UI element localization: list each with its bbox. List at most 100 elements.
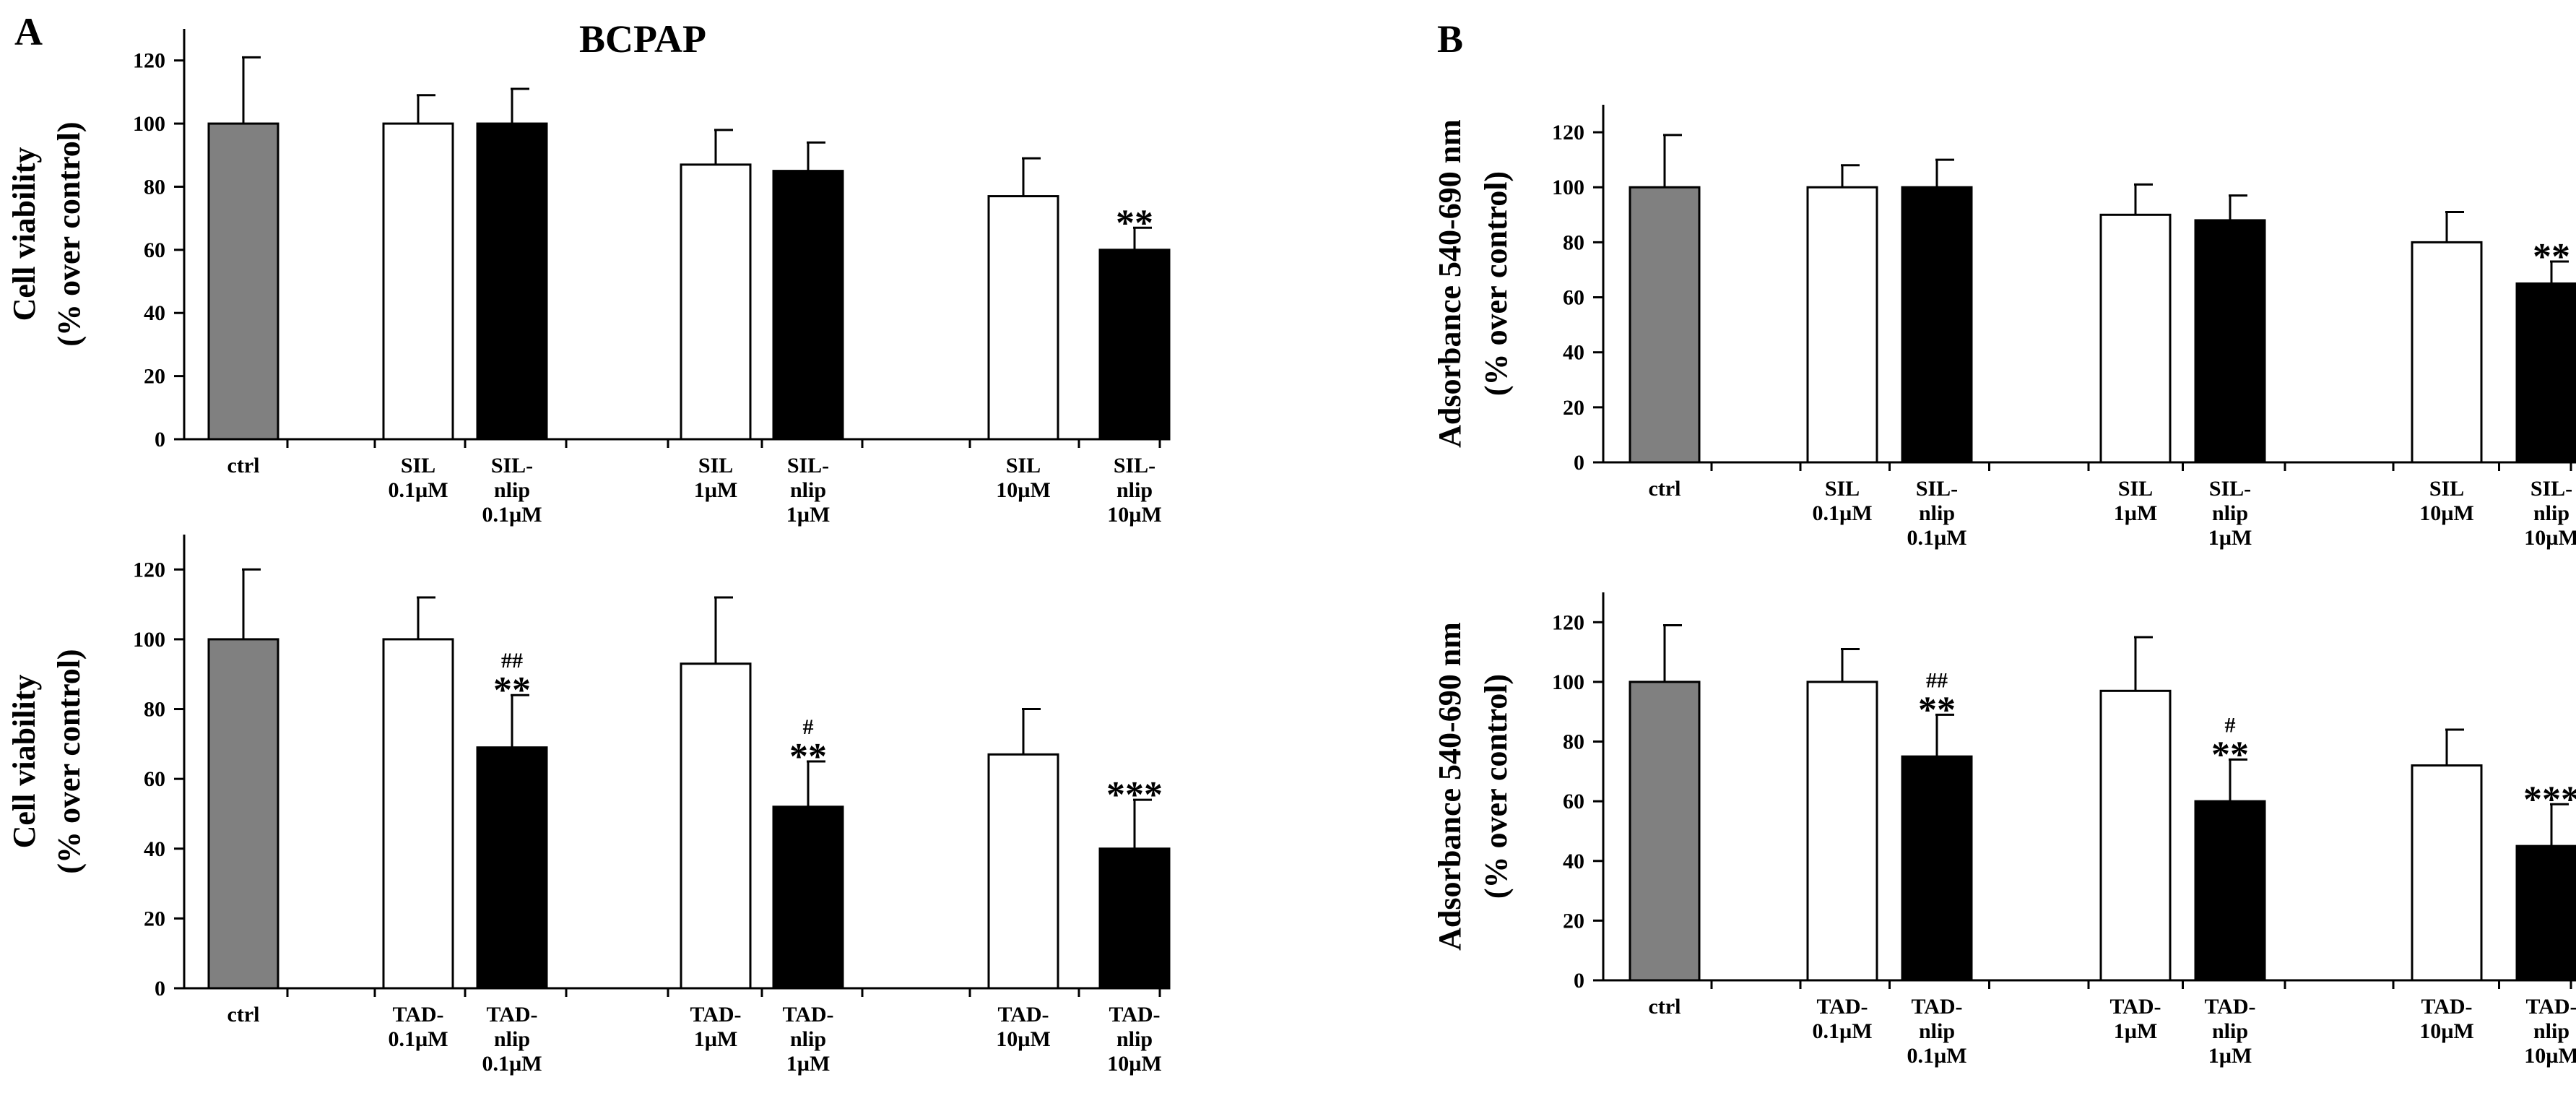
bar (1806, 186, 1878, 464)
category-label: SIL (2118, 477, 2153, 501)
category-label: 0.1µM (1907, 1044, 1966, 1068)
category-label: nlip (494, 478, 530, 502)
significance-marker: ** (493, 670, 531, 711)
category-label: TAD- (392, 1003, 443, 1027)
bar (2515, 282, 2576, 464)
category-label: nlip (1919, 501, 1955, 525)
y-tick-label: 0 (155, 977, 165, 1001)
category-label: TAD- (2109, 995, 2161, 1019)
category-label: TAD- (997, 1003, 1049, 1027)
category-label: SIL- (491, 454, 533, 478)
y-axis-label: Adsorbance 540-690 nm (1432, 119, 1467, 448)
category-label: SIL (401, 454, 435, 478)
chart-a-top: 0 20 40 60 80 100 120 Cell viability (% over con… (6, 29, 1171, 527)
y-axis-label: (% over control) (51, 649, 87, 873)
category-label: SIL (2429, 477, 2464, 501)
bar (1629, 681, 1701, 982)
category-label: nlip (2533, 501, 2570, 525)
category-label: 0.1µM (1812, 501, 1872, 525)
bar (207, 638, 279, 990)
y-axis-label: Cell viability (6, 147, 42, 321)
bar (476, 746, 548, 990)
y-tick-label: 60 (1563, 790, 1584, 813)
y-tick-label: 20 (144, 907, 165, 930)
y-tick-label: 100 (1552, 176, 1584, 199)
bar (207, 122, 279, 441)
significance-marker: # (803, 715, 814, 739)
bar (1629, 186, 1701, 464)
y-tick-label: 40 (1563, 850, 1584, 873)
category-label: 0.1µM (482, 1052, 542, 1076)
category-label: ctrl (1649, 995, 1681, 1019)
significance-marker: ** (1918, 689, 1956, 730)
significance-marker: *** (2523, 779, 2576, 820)
y-tick-label: 120 (133, 49, 165, 73)
y-tick-label: 60 (144, 767, 165, 791)
category-label: 1µM (694, 478, 738, 502)
bar (1098, 847, 1171, 990)
y-tick-label: 40 (144, 301, 165, 325)
chart-b-top: 0 20 40 60 80 100 120 Adsorbance 540-690 nm (% o… (1432, 105, 2576, 550)
y-tick-label: 80 (1563, 230, 1584, 254)
chart-b-bottom: 0 20 40 60 80 100 120 Adsorbance 540-690 nm (% o… (1432, 592, 2576, 1068)
category-label: nlip (1116, 478, 1153, 502)
category-label: SIL (1825, 477, 1860, 501)
category-label: 0.1µM (1812, 1019, 1872, 1043)
category-label: nlip (1919, 1019, 1955, 1043)
category-label: ctrl (227, 1003, 260, 1027)
bar (772, 805, 844, 990)
significance-marker: ## (501, 649, 523, 673)
bar (2194, 219, 2266, 464)
y-tick-label: 20 (144, 365, 165, 389)
category-label: 10µM (2419, 501, 2474, 525)
bar (2411, 241, 2483, 464)
category-label: 1µM (2114, 1019, 2158, 1043)
category-label: nlip (2212, 501, 2248, 525)
bar (680, 163, 752, 441)
category-label: SIL- (2531, 477, 2572, 501)
y-tick-label: 80 (1563, 730, 1584, 754)
bar (1901, 186, 1973, 464)
y-tick-label: 60 (1563, 286, 1584, 310)
category-label: 10µM (2419, 1019, 2474, 1043)
significance-marker: ** (789, 736, 827, 777)
category-label: TAD- (2525, 995, 2576, 1019)
significance-marker: ** (2533, 236, 2570, 277)
bar (1098, 249, 1171, 441)
category-label: nlip (790, 1027, 826, 1051)
y-axis-label: (% over control) (1478, 171, 1514, 396)
category-label: TAD- (782, 1003, 833, 1027)
category-label: TAD- (1911, 995, 1962, 1019)
significance-marker: ** (1116, 202, 1153, 243)
chart-a-bottom: 0 20 40 60 80 100 120 Cell viability (% over con… (6, 535, 1171, 1076)
category-label: SIL- (1114, 454, 1155, 478)
y-tick-label: 100 (133, 628, 165, 652)
bar (2515, 844, 2576, 982)
category-label: 0.1µM (1907, 526, 1966, 550)
bar (2194, 800, 2266, 982)
bar (987, 195, 1059, 441)
bar (382, 638, 454, 990)
category-label: SIL- (2209, 477, 2251, 501)
category-label: TAD- (1109, 1003, 1160, 1027)
category-label: TAD- (690, 1003, 741, 1027)
bar (476, 122, 548, 441)
y-tick-label: 0 (1574, 451, 1584, 475)
y-tick-label: 120 (133, 558, 165, 582)
y-axis-label: Adsorbance 540-690 nm (1432, 622, 1467, 951)
figure-title: BCPAP (579, 17, 706, 61)
y-axis-label: (% over control) (1478, 674, 1514, 899)
category-label: nlip (790, 478, 826, 502)
y-tick-label: 60 (144, 238, 165, 262)
category-label: nlip (2533, 1019, 2570, 1043)
y-tick-label: 120 (1552, 121, 1584, 144)
category-label: 10µM (1107, 1052, 1162, 1076)
category-label: 1µM (694, 1027, 738, 1051)
y-tick-label: 40 (1563, 341, 1584, 365)
category-label: 1µM (2208, 526, 2252, 550)
y-tick-label: 80 (144, 175, 165, 199)
bar (1901, 755, 1973, 982)
significance-marker: ** (2211, 734, 2249, 775)
panel-a-letter: A (14, 10, 43, 53)
